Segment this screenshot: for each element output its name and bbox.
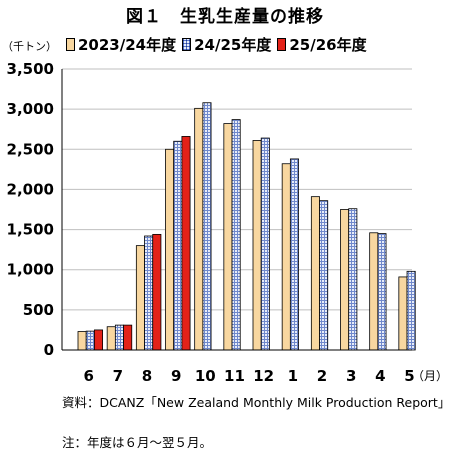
y-axis-unit: （千トン） <box>2 40 57 53</box>
source-note: 資料： DCANZ「New Zealand Monthly Milk Produ… <box>62 394 450 411</box>
y-tick-label: 2,000 <box>7 180 54 198</box>
bar-24/25年度-4 <box>377 233 387 351</box>
bar-25/26年度-6 <box>94 329 104 351</box>
legend-item-series-1: 24/25年度 <box>182 34 271 55</box>
y-tick-label: 3,500 <box>7 60 54 78</box>
x-axis-unit: （月） <box>412 369 448 383</box>
bar-24/25年度-11 <box>231 119 241 351</box>
x-tick-label: 4 <box>375 367 385 385</box>
bar-24/25年度-7 <box>114 324 124 351</box>
bar-2023/24年度-11 <box>223 123 233 351</box>
bar-2023/24年度-12 <box>252 140 262 351</box>
legend-item-series-0: 2023/24年度 <box>66 34 176 55</box>
bar-2023/24年度-6 <box>77 331 87 351</box>
y-tick-label: 0 <box>44 341 54 359</box>
x-tick-label: 11 <box>224 367 245 385</box>
x-tick-label: 1 <box>288 367 298 385</box>
x-tick-label: 7 <box>113 367 123 385</box>
legend: 2023/24年度 24/25年度 25/26年度 <box>66 34 373 55</box>
x-tick-label: 5 <box>404 367 414 385</box>
y-tick-label: 1,000 <box>7 261 54 279</box>
bar-2023/24年度-4 <box>369 232 379 351</box>
y-tick-label: 1,500 <box>7 221 54 239</box>
bar-24/25年度-5 <box>406 270 416 351</box>
bar-24/25年度-6 <box>85 330 95 351</box>
source-text: DCANZ「New Zealand Monthly Milk Productio… <box>99 395 450 410</box>
bar-2023/24年度-8 <box>135 245 145 351</box>
x-tick-label: 3 <box>346 367 356 385</box>
legend-swatch-1 <box>182 38 192 51</box>
legend-label-0: 2023/24年度 <box>78 36 177 54</box>
bar-25/26年度-8 <box>152 233 162 351</box>
bar-24/25年度-9 <box>173 140 183 351</box>
legend-label-1: 24/25年度 <box>194 36 272 54</box>
bar-24/25年度-3 <box>348 208 358 351</box>
bar-24/25年度-1 <box>289 158 299 351</box>
source-label: 資料： <box>62 395 100 410</box>
x-tick-label: 2 <box>317 367 327 385</box>
y-tick-label: 2,500 <box>7 140 54 158</box>
bar-24/25年度-8 <box>144 235 154 351</box>
bar-24/25年度-12 <box>260 137 270 351</box>
footnote: 注：年度は６月～翌５月。 <box>62 432 212 451</box>
footnote-label: 注： <box>62 435 88 450</box>
y-tick-label: 3,000 <box>7 100 54 118</box>
bar-24/25年度-10 <box>202 102 212 351</box>
legend-swatch-0 <box>66 38 75 51</box>
bar-2023/24年度-1 <box>281 163 291 351</box>
bar-2023/24年度-10 <box>194 107 204 351</box>
bar-25/26年度-7 <box>123 324 133 351</box>
x-tick-label: 12 <box>253 367 274 385</box>
bar-25/26年度-9 <box>181 136 191 351</box>
x-tick-label: 9 <box>171 367 181 385</box>
bar-24/25年度-2 <box>319 200 329 351</box>
bar-2023/24年度-5 <box>398 276 408 351</box>
bar-2023/24年度-3 <box>340 209 350 351</box>
chart-title: 図１ 生乳生産量の推移 <box>126 7 324 27</box>
bar-2023/24年度-7 <box>106 326 116 351</box>
x-tick-label: 8 <box>142 367 152 385</box>
legend-label-2: 25/26年度 <box>289 36 367 54</box>
bar-2023/24年度-9 <box>165 148 175 351</box>
x-tick-label: 6 <box>83 367 93 385</box>
x-tick-label: 10 <box>195 367 216 385</box>
legend-swatch-2 <box>277 38 287 51</box>
legend-item-series-2: 25/26年度 <box>277 34 367 55</box>
y-tick-label: 500 <box>23 301 54 319</box>
footnote-text: 年度は６月～翌５月。 <box>87 435 213 450</box>
bar-2023/24年度-2 <box>310 196 320 351</box>
